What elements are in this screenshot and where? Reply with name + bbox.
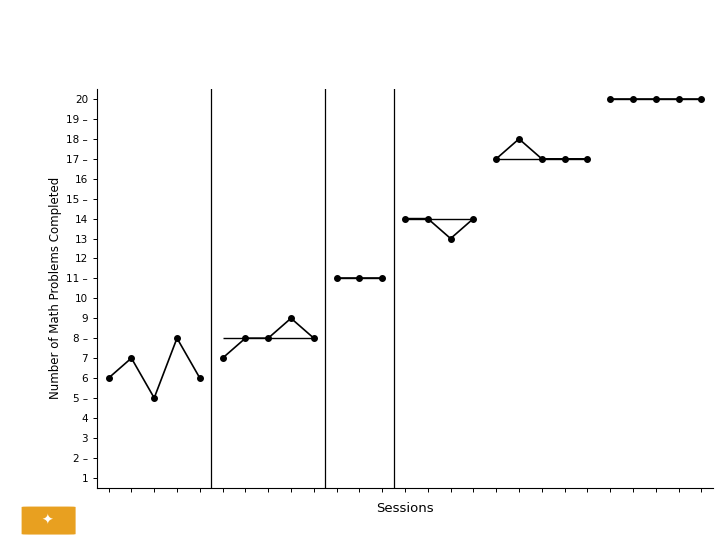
- Text: CENGAGE: CENGAGE: [94, 514, 157, 527]
- Text: ✦: ✦: [41, 514, 53, 528]
- FancyBboxPatch shape: [22, 507, 76, 535]
- X-axis label: Sessions: Sessions: [376, 502, 434, 515]
- Text: © 2019 Cengage. All rights reserved.: © 2019 Cengage. All rights reserved.: [249, 514, 471, 527]
- Text: Figure 7-5 Example of Data from a Changing
Criterion Design with Different Subph: Figure 7-5 Example of Data from a Changi…: [166, 4, 554, 71]
- Y-axis label: Number of Math Problems Completed: Number of Math Problems Completed: [49, 177, 62, 400]
